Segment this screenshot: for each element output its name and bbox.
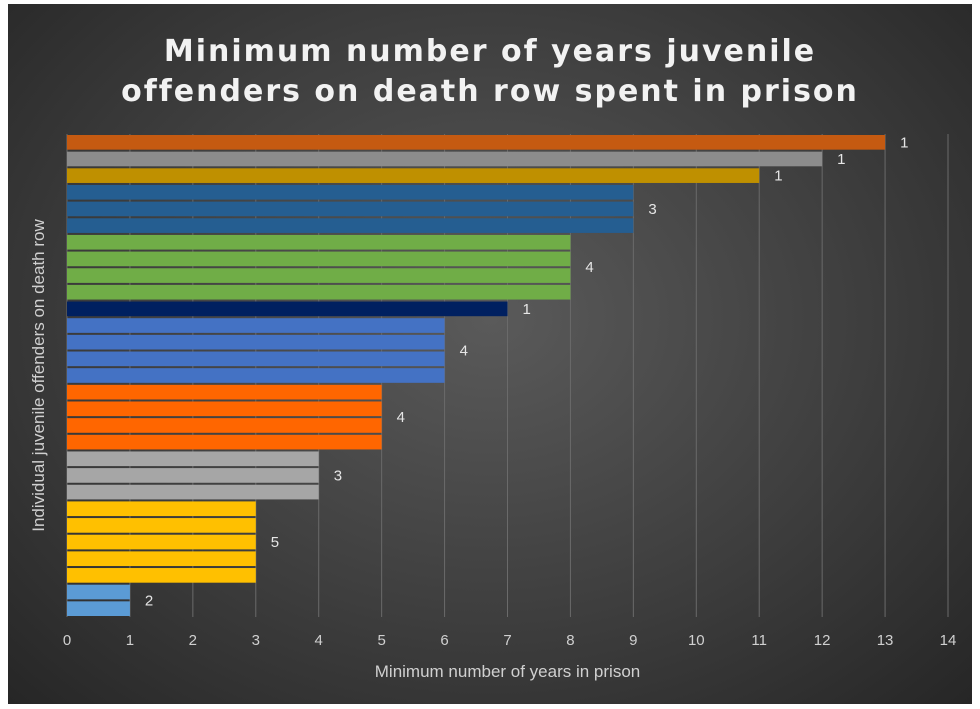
x-tick-label: 0: [63, 632, 71, 649]
bar: [67, 451, 319, 467]
x-tick-label: 12: [814, 632, 831, 649]
bar: [67, 384, 382, 400]
x-tick-label: 10: [688, 632, 705, 649]
bar: [67, 334, 445, 350]
bar: [67, 434, 382, 450]
bar: [67, 368, 445, 383]
bar: [67, 401, 382, 417]
x-tick-label: 4: [315, 632, 323, 649]
bars: [67, 135, 886, 616]
bar: [67, 251, 571, 267]
data-label: 2: [145, 592, 153, 609]
bar: [67, 168, 760, 183]
bar: [67, 234, 571, 250]
data-label: 4: [585, 259, 593, 276]
data-label: 5: [271, 534, 279, 551]
data-label: 1: [900, 134, 908, 151]
bar: [67, 268, 571, 283]
data-label: 1: [523, 301, 531, 318]
bar: [67, 468, 319, 483]
x-tick-label: 9: [629, 632, 637, 649]
chart-title-line-1: Minimum number of years juvenile: [163, 34, 817, 69]
bar: [67, 201, 634, 217]
data-labels: 1 1 1 3 4 1 4 4 3 5 2: [145, 134, 908, 609]
bar: [67, 318, 445, 333]
x-tick-label: 8: [566, 632, 574, 649]
bar: [67, 351, 445, 367]
x-axis-ticks: 0 1 2 3 4 5 6 7 8 9 10 11 12 13 14: [63, 632, 957, 649]
x-tick-label: 3: [252, 632, 260, 649]
bar: [67, 301, 508, 317]
bar: [67, 135, 886, 150]
chart-title: Minimum number of years juvenile offende…: [8, 32, 972, 112]
x-tick-label: 2: [189, 632, 197, 649]
bar: [67, 551, 256, 567]
x-axis-title: Minimum number of years in prison: [375, 662, 640, 681]
x-tick-label: 7: [503, 632, 511, 649]
data-label: 4: [397, 409, 405, 426]
data-label: 1: [774, 168, 782, 185]
bar: [67, 601, 130, 616]
x-tick-label: 14: [940, 632, 957, 649]
x-tick-label: 11: [751, 632, 767, 649]
x-tick-label: 1: [126, 632, 134, 649]
data-label: 3: [648, 201, 656, 218]
bar: [67, 518, 256, 533]
x-tick-label: 6: [440, 632, 448, 649]
bar: [67, 418, 382, 433]
chart-title-line-2: offenders on death row spent in prison: [121, 74, 859, 109]
bar: [67, 584, 130, 600]
bar: [67, 484, 319, 500]
data-label: 3: [334, 467, 342, 484]
y-axis-title: Individual juvenile offenders on death r…: [29, 219, 48, 532]
bar: [67, 218, 634, 233]
bar: [67, 184, 634, 200]
bar: [67, 501, 256, 517]
bar: [67, 534, 256, 550]
data-label: 1: [837, 151, 845, 168]
x-tick-label: 13: [877, 632, 894, 649]
bar: [67, 568, 256, 583]
chart-frame: Minimum number of years juvenile offende…: [8, 4, 972, 704]
bar: [67, 284, 571, 300]
data-label: 4: [460, 343, 468, 360]
x-tick-label: 5: [377, 632, 385, 649]
bar: [67, 151, 823, 167]
